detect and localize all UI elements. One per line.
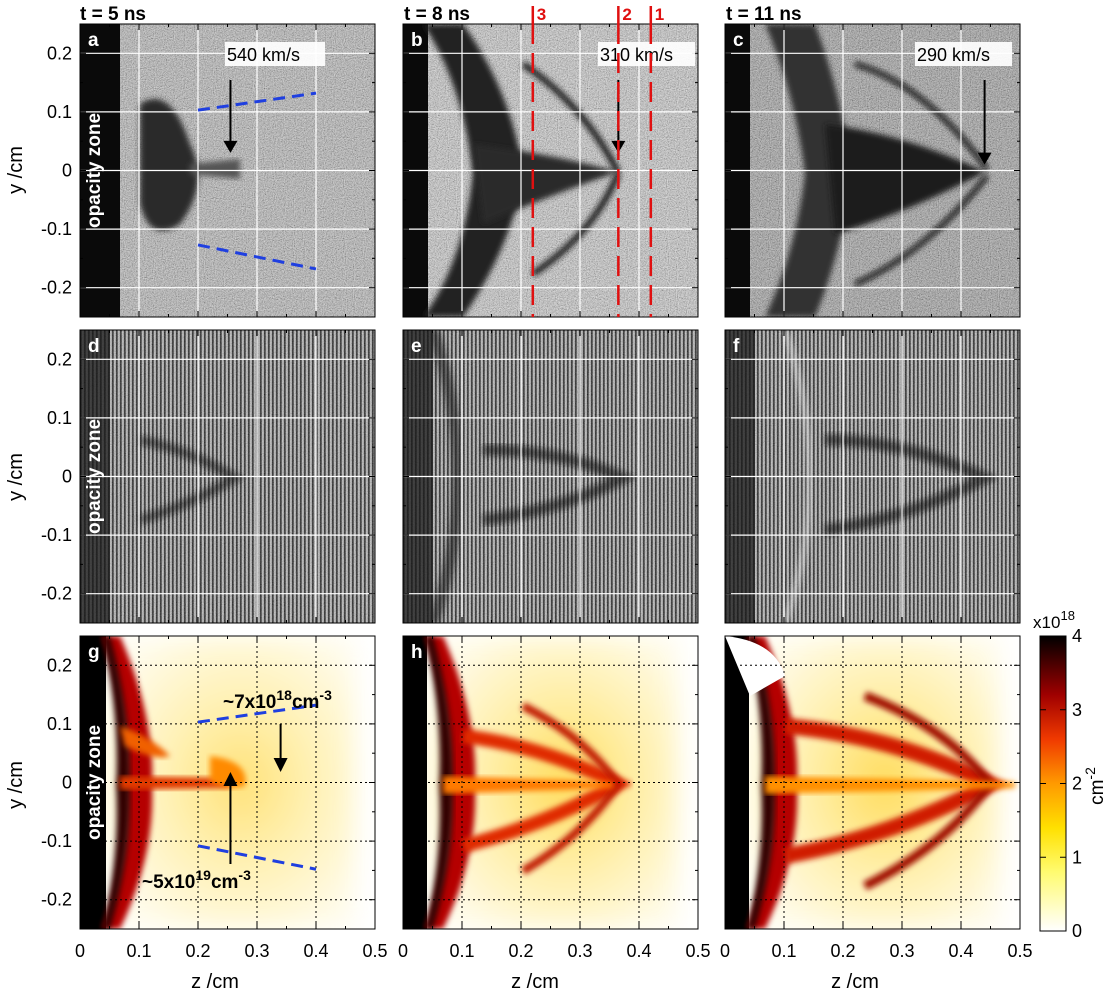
x-tick-label: 0 — [75, 941, 85, 961]
y-tick-label: -0.2 — [41, 584, 72, 604]
density-unit: cm — [211, 872, 238, 893]
y-tick-label: 0.1 — [47, 714, 72, 734]
x-tick-label: 0.4 — [303, 941, 328, 961]
panel-letter: a — [88, 30, 99, 51]
x-tick-label: 0.2 — [830, 941, 855, 961]
panel-c: c 290 km/s — [724, 23, 1021, 318]
y-tick-label: -0.2 — [41, 890, 72, 910]
y-tick-label: 0 — [62, 467, 72, 487]
x-tick-label: 0.4 — [626, 941, 651, 961]
panel-h: h 0 0.1 0.2 0.3 0.4 0.5 — [398, 635, 711, 961]
panel-a: a 0.2 0.1 0 -0.1 -0.2 opacity zone 540 km/s — [41, 23, 376, 318]
panel-letter: b — [411, 30, 423, 51]
panel-g: g 0.2 0.1 0 -0.1 -0.2 opacity zone 0 0.1 0.2 0.3 0.… — [41, 635, 388, 961]
y-axis-title-row3: y /cm — [5, 761, 27, 809]
panel-letter: d — [88, 336, 100, 357]
opacity-zone-label: opacity zone — [84, 725, 105, 840]
velocity-label: 290 km/s — [917, 45, 990, 65]
density-unit-exp: -3 — [238, 867, 251, 883]
panel-d: d 0.2 0.1 0 -0.1 -0.2 opacity zone — [41, 329, 376, 624]
y-tick-label: 0.2 — [47, 43, 72, 63]
y-tick-label: -0.2 — [41, 278, 72, 298]
colorbar: 4 3 2 1 0 x1018 cm-2 — [1033, 608, 1108, 941]
opacity-zone-label: opacity zone — [84, 113, 105, 228]
time-label-3: t = 11 ns — [726, 4, 802, 25]
x-axis-title-col1: z /cm — [191, 971, 239, 993]
x-tick-label: 0.1 — [449, 941, 474, 961]
panel-l: l 0 0.1 0.2 0.3 0.4 0.5 — [720, 635, 1033, 961]
red-line-marker: 2 — [622, 5, 631, 24]
time-label-1: t = 5 ns — [80, 4, 146, 25]
colorbar-tick-label: 2 — [1072, 774, 1082, 794]
dashed-blue-lower — [197, 243, 317, 271]
x-tick-label: 0.3 — [244, 941, 269, 961]
y-tick-label: 0 — [62, 161, 72, 181]
velocity-annotation: 540 km/s — [223, 42, 325, 153]
dashed-blue-upper — [197, 91, 317, 112]
x-tick-label: 0.3 — [567, 941, 592, 961]
x-tick-label: 0.5 — [362, 941, 387, 961]
y-tick-label: 0 — [62, 773, 72, 793]
dashed-blue-lower — [197, 844, 317, 871]
x-tick-label: 0 — [398, 941, 408, 961]
panel-e: e — [402, 329, 699, 624]
svg-text:~7x1018cm-3: ~7x1018cm-3 — [223, 687, 332, 713]
x-tick-label: 0.4 — [948, 941, 973, 961]
red-line-marker: 3 — [537, 5, 546, 24]
density-annotation-lower: ~5x1019cm-3 — [142, 772, 251, 893]
y-tick-label: 0.1 — [47, 408, 72, 428]
density-exp: 18 — [276, 687, 292, 703]
x-tick-label: 0.5 — [685, 941, 710, 961]
x-tick-label: 0.1 — [771, 941, 796, 961]
x-tick-label: 0.2 — [508, 941, 533, 961]
velocity-arrow-head — [977, 152, 992, 165]
colorbar-unit: cm-2 — [1082, 767, 1108, 805]
colorbar-tick-label: 3 — [1072, 700, 1082, 720]
colorbar-tick-label: 0 — [1072, 921, 1082, 941]
y-tick-label: -0.1 — [41, 525, 72, 545]
panel-f: f — [724, 329, 1021, 624]
svg-text:~5x1019cm-3: ~5x1019cm-3 — [142, 867, 251, 893]
panel-b: b 310 km/s 3 2 1 — [402, 5, 699, 318]
y-axis-title-row2: y /cm — [5, 453, 27, 501]
colorbar-tick-label: 4 — [1072, 626, 1082, 646]
dashed-blue-upper — [197, 703, 317, 724]
x-tick-label: 0.1 — [126, 941, 151, 961]
y-axis-title-row1: y /cm — [5, 146, 27, 194]
y-tick-label: -0.1 — [41, 831, 72, 851]
colorbar-tick-label: 1 — [1072, 847, 1082, 867]
panel-letter: c — [733, 30, 744, 51]
velocity-label: 540 km/s — [227, 45, 300, 65]
red-line-marker: 1 — [655, 5, 664, 24]
velocity-label: 310 km/s — [600, 45, 673, 65]
y-tick-label: 0.2 — [47, 655, 72, 675]
velocity-arrow-head — [223, 140, 238, 153]
x-tick-label: 0.3 — [889, 941, 914, 961]
panel-letter: l — [733, 642, 738, 663]
time-label-2: t = 8 ns — [404, 4, 470, 25]
panel-letter: h — [411, 642, 423, 663]
colorbar-multiplier: x1018 — [1033, 608, 1075, 632]
velocity-annotation: 290 km/s — [915, 42, 1012, 165]
x-axis-title-col3: z /cm — [831, 971, 879, 993]
density-exp: 19 — [195, 867, 211, 883]
panel-letter: f — [733, 336, 740, 357]
opacity-zone-label: opacity zone — [84, 419, 105, 534]
y-tick-label: 0.1 — [47, 102, 72, 122]
density-unit-exp: -3 — [319, 687, 332, 703]
x-tick-label: 0 — [720, 941, 730, 961]
y-tick-label: -0.1 — [41, 219, 72, 239]
density-prefix: ~5x10 — [142, 872, 195, 893]
density-prefix: ~7x10 — [223, 692, 276, 713]
panel-letter: g — [88, 642, 100, 663]
x-tick-label: 0.5 — [1007, 941, 1032, 961]
density-unit: cm — [292, 692, 319, 713]
panel-letter: e — [411, 336, 422, 357]
x-tick-label: 0.2 — [185, 941, 210, 961]
y-tick-label: 0.2 — [47, 349, 72, 369]
x-axis-title-col2: z /cm — [511, 971, 559, 993]
density-annotation-upper: ~7x1018cm-3 — [223, 687, 332, 772]
